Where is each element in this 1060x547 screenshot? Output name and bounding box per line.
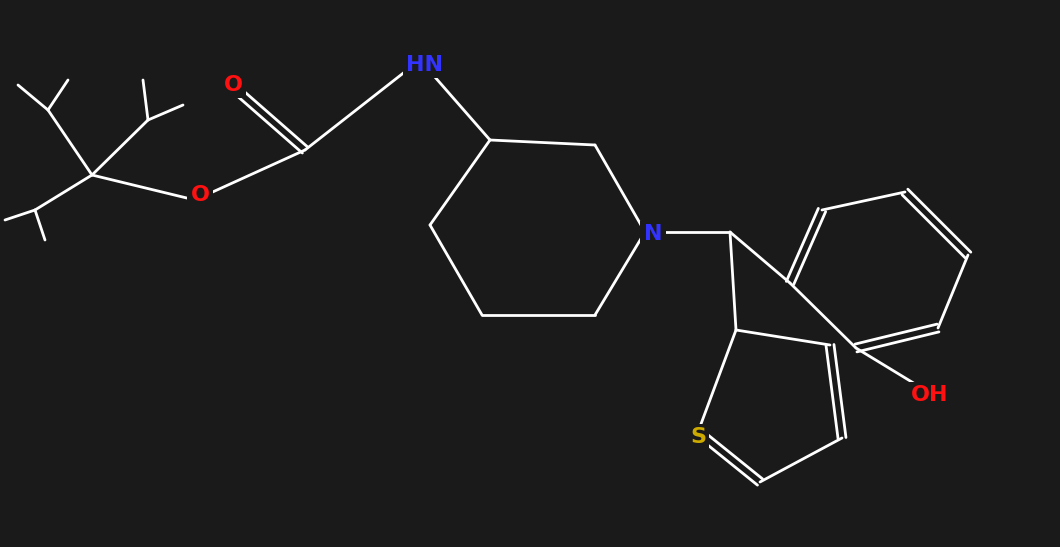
Text: O: O	[224, 75, 243, 95]
Text: O: O	[191, 185, 210, 205]
Text: OH: OH	[912, 385, 949, 405]
Text: HN: HN	[406, 55, 443, 75]
Text: S: S	[690, 427, 706, 447]
Text: N: N	[643, 224, 662, 244]
